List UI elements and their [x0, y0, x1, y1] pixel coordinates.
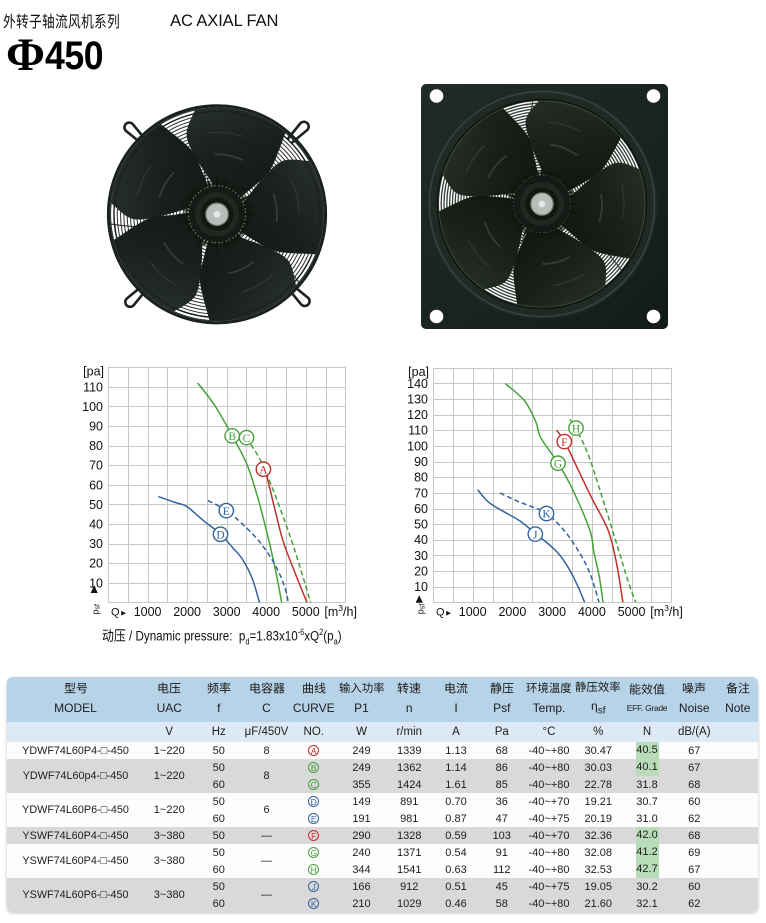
svg-text:psf: psf [91, 604, 102, 615]
svg-text:80: 80 [414, 471, 428, 485]
svg-text:140: 140 [407, 377, 428, 391]
svg-text:100: 100 [82, 400, 103, 414]
svg-text:1000: 1000 [459, 605, 487, 619]
svg-text:30: 30 [414, 549, 428, 563]
svg-text:50: 50 [414, 518, 428, 532]
svg-text:5000: 5000 [618, 605, 646, 619]
svg-text:130: 130 [407, 393, 428, 407]
svg-text:B: B [228, 431, 236, 443]
svg-text:40: 40 [89, 518, 103, 532]
svg-text:10: 10 [89, 576, 103, 590]
svg-text:3000: 3000 [538, 605, 566, 619]
svg-text:H: H [572, 423, 580, 435]
svg-text:50: 50 [89, 498, 103, 512]
svg-text:[pa]: [pa] [83, 364, 104, 378]
svg-text:60: 60 [414, 502, 428, 516]
svg-text:E: E [223, 506, 230, 518]
svg-text:110: 110 [83, 380, 103, 394]
svg-text:D: D [216, 530, 224, 542]
svg-text:[m3/h]: [m3/h] [324, 603, 357, 619]
svg-text:4000: 4000 [252, 605, 280, 619]
svg-text:90: 90 [89, 420, 103, 434]
svg-text:[m3/h]: [m3/h] [650, 603, 683, 619]
svg-text:Q►: Q► [436, 606, 452, 618]
svg-text:4000: 4000 [578, 605, 606, 619]
svg-text:J: J [533, 529, 538, 541]
svg-text:F: F [561, 437, 567, 449]
svg-text:120: 120 [407, 408, 428, 422]
svg-text:40: 40 [414, 533, 428, 547]
svg-text:Q►: Q► [111, 607, 127, 619]
svg-text:70: 70 [89, 459, 103, 473]
svg-text:90: 90 [414, 455, 428, 469]
svg-text:G: G [554, 458, 562, 470]
svg-text:30: 30 [89, 537, 103, 551]
svg-text:80: 80 [89, 439, 103, 453]
svg-text:C: C [243, 433, 251, 445]
svg-text:70: 70 [414, 486, 428, 500]
svg-text:20: 20 [89, 557, 103, 571]
svg-text:A: A [259, 464, 268, 476]
svg-text:3000: 3000 [213, 605, 241, 619]
svg-text:2000: 2000 [498, 605, 526, 619]
svg-text:110: 110 [408, 424, 428, 438]
svg-text:100: 100 [407, 439, 428, 453]
svg-text:2000: 2000 [173, 605, 201, 619]
svg-text:[pa]: [pa] [408, 365, 429, 379]
svg-text:20: 20 [414, 564, 428, 578]
svg-text:1000: 1000 [134, 605, 162, 619]
svg-text:psf: psf [416, 604, 427, 615]
svg-text:10: 10 [414, 580, 428, 594]
svg-text:60: 60 [89, 478, 103, 492]
svg-text:K: K [542, 509, 551, 521]
svg-text:5000: 5000 [292, 605, 320, 619]
